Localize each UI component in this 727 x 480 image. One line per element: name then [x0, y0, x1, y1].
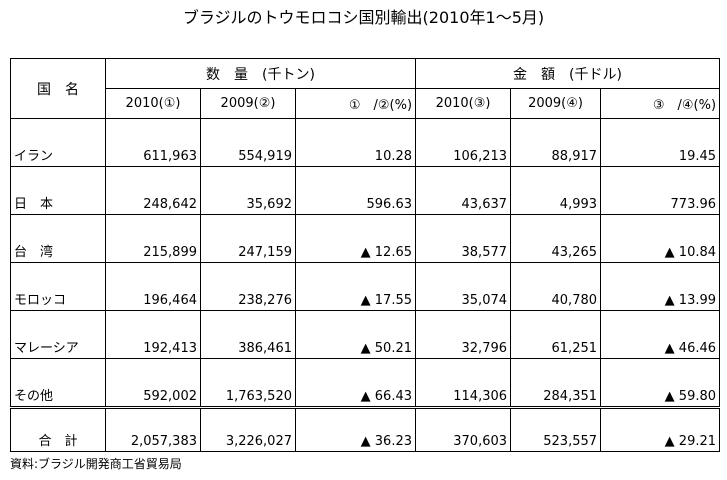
value-2010-cell: 43,637	[415, 166, 512, 215]
total-quantity-2009: 3,226,027	[200, 406, 296, 452]
total-quantity-2010: 2,057,383	[105, 406, 201, 452]
value-group-header: 金 額 (千ドル)	[415, 58, 721, 89]
value-ratio-cell: ▲ 46.46	[600, 310, 721, 359]
subheader-v-pct: ③ /④(%)	[600, 88, 721, 119]
header-row-groups: 国 名 数 量 (千トン) 金 額 (千ドル)	[10, 58, 721, 119]
country-cell: 日 本	[10, 166, 106, 215]
subheader-q2009: 2009(②)	[200, 88, 296, 119]
country-cell: モロッコ	[10, 262, 106, 311]
quantity-2010-cell: 592,002	[105, 358, 201, 408]
quantity-2009-cell: 35,692	[200, 166, 296, 215]
quantity-2009-cell: 238,276	[200, 262, 296, 311]
table-row: マレーシア 192,413 386,461 ▲ 50.21 32,796 61,…	[10, 310, 721, 359]
total-value-ratio: ▲ 29.21	[600, 406, 721, 452]
quantity-2010-cell: 196,464	[105, 262, 201, 311]
country-header: 国 名	[10, 58, 106, 119]
quantity-2010-cell: 611,963	[105, 118, 201, 167]
total-row: 合 計 2,057,383 3,226,027 ▲ 36.23 370,603 …	[10, 406, 721, 452]
table-row: 日 本 248,642 35,692 596.63 43,637 4,993 7…	[10, 166, 721, 215]
table-row: モロッコ 196,464 238,276 ▲ 17.55 35,074 40,7…	[10, 262, 721, 311]
value-2009-cell: 284,351	[510, 358, 602, 408]
value-2009-cell: 40,780	[510, 262, 602, 311]
value-ratio-cell: ▲ 13.99	[600, 262, 721, 311]
value-ratio-cell: ▲ 10.84	[600, 214, 721, 263]
quantity-2009-cell: 386,461	[200, 310, 296, 359]
value-2010-cell: 32,796	[415, 310, 512, 359]
country-cell: その他	[10, 358, 106, 408]
table-row: イラン 611,963 554,919 10.28 106,213 88,917…	[10, 118, 721, 167]
quantity-2010-cell: 192,413	[105, 310, 201, 359]
country-cell: 台 湾	[10, 214, 106, 263]
value-ratio-cell: 19.45	[600, 118, 721, 167]
value-2009-cell: 61,251	[510, 310, 602, 359]
quantity-ratio-cell: ▲ 66.43	[294, 358, 417, 408]
quantity-group-header: 数 量 (千トン)	[104, 58, 417, 89]
quantity-2009-cell: 554,919	[200, 118, 296, 167]
quantity-ratio-cell: 10.28	[294, 118, 417, 167]
total-value-2009: 523,557	[510, 406, 602, 452]
subheader-q2010: 2010(①)	[105, 88, 201, 119]
quantity-2010-cell: 248,642	[105, 166, 201, 215]
subheader-q-pct: ① /②(%)	[294, 88, 417, 119]
value-2010-cell: 35,074	[415, 262, 512, 311]
quantity-2009-cell: 1,763,520	[200, 358, 296, 408]
total-value-2010: 370,603	[415, 406, 512, 452]
subheader-v2009: 2009(④)	[510, 88, 602, 119]
value-ratio-cell: ▲ 59.80	[600, 358, 721, 408]
table-row: その他 592,002 1,763,520 ▲ 66.43 114,306 28…	[10, 358, 721, 408]
value-2009-cell: 88,917	[510, 118, 602, 167]
subheader-v2010: 2010(③)	[415, 88, 512, 119]
total-quantity-ratio: ▲ 36.23	[294, 406, 417, 452]
country-cell: イラン	[10, 118, 106, 167]
document-title: ブラジルのトウモロコシ国別輸出(2010年1～5月)	[182, 8, 545, 27]
country-cell: マレーシア	[10, 310, 106, 359]
quantity-2009-cell: 247,159	[200, 214, 296, 263]
value-2010-cell: 38,577	[415, 214, 512, 263]
value-2010-cell: 106,213	[415, 118, 512, 167]
value-ratio-cell: 773.96	[600, 166, 721, 215]
value-2010-cell: 114,306	[415, 358, 512, 408]
quantity-ratio-cell: ▲ 50.21	[294, 310, 417, 359]
table-row: 台 湾 215,899 247,159 ▲ 12.65 38,577 43,26…	[10, 214, 721, 263]
export-table: 国 名 数 量 (千トン) 金 額 (千ドル) 2010(①) 2009(②) …	[10, 58, 721, 452]
value-2009-cell: 43,265	[510, 214, 602, 263]
header-row-subcolumns: 2010(①) 2009(②) ① /②(%) 2010(③) 2009(④) …	[11, 88, 721, 119]
total-label: 合 計	[10, 406, 106, 452]
quantity-2010-cell: 215,899	[105, 214, 201, 263]
value-2009-cell: 4,993	[510, 166, 602, 215]
quantity-ratio-cell: ▲ 12.65	[294, 214, 417, 263]
quantity-ratio-cell: ▲ 17.55	[294, 262, 417, 311]
quantity-ratio-cell: 596.63	[294, 166, 417, 215]
source-note: 資料:ブラジル開発商工省貿易局	[10, 457, 182, 471]
